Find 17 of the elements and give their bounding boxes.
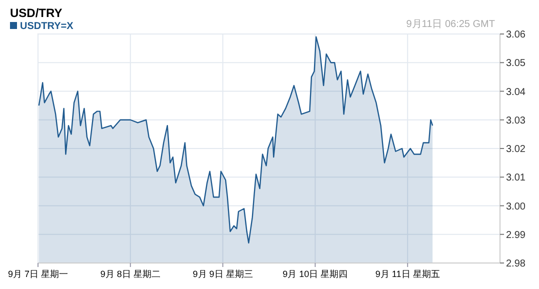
y-tick-label: 3.04 (506, 86, 526, 98)
x-tick-label: 9月 7日 星期一 (8, 269, 68, 279)
y-tick-label: 2.99 (506, 230, 526, 241)
text: 9月11日 06:25 GMT (406, 19, 495, 30)
y-tick-label: 3.06 (506, 30, 526, 40)
x-tick-label: 9月 8日 星期二 (100, 269, 160, 279)
legend-label: USDTRY=X (20, 21, 74, 32)
x-tick-label: 9月 10日 星期四 (282, 269, 348, 279)
x-tick-label: 9月 9日 星期三 (192, 269, 253, 279)
y-tick-label: 3.01 (506, 172, 526, 184)
chart-title: USD/TRY (10, 6, 62, 20)
y-tick-label: 3.00 (506, 201, 526, 212)
x-tick-label: 9月 11日 星期五 (375, 269, 440, 279)
y-tick-label: 2.98 (506, 258, 526, 270)
y-tick-label: 3.03 (506, 115, 526, 126)
y-tick-label: 3.05 (506, 58, 526, 70)
y-tick-label: 3.02 (506, 144, 526, 155)
